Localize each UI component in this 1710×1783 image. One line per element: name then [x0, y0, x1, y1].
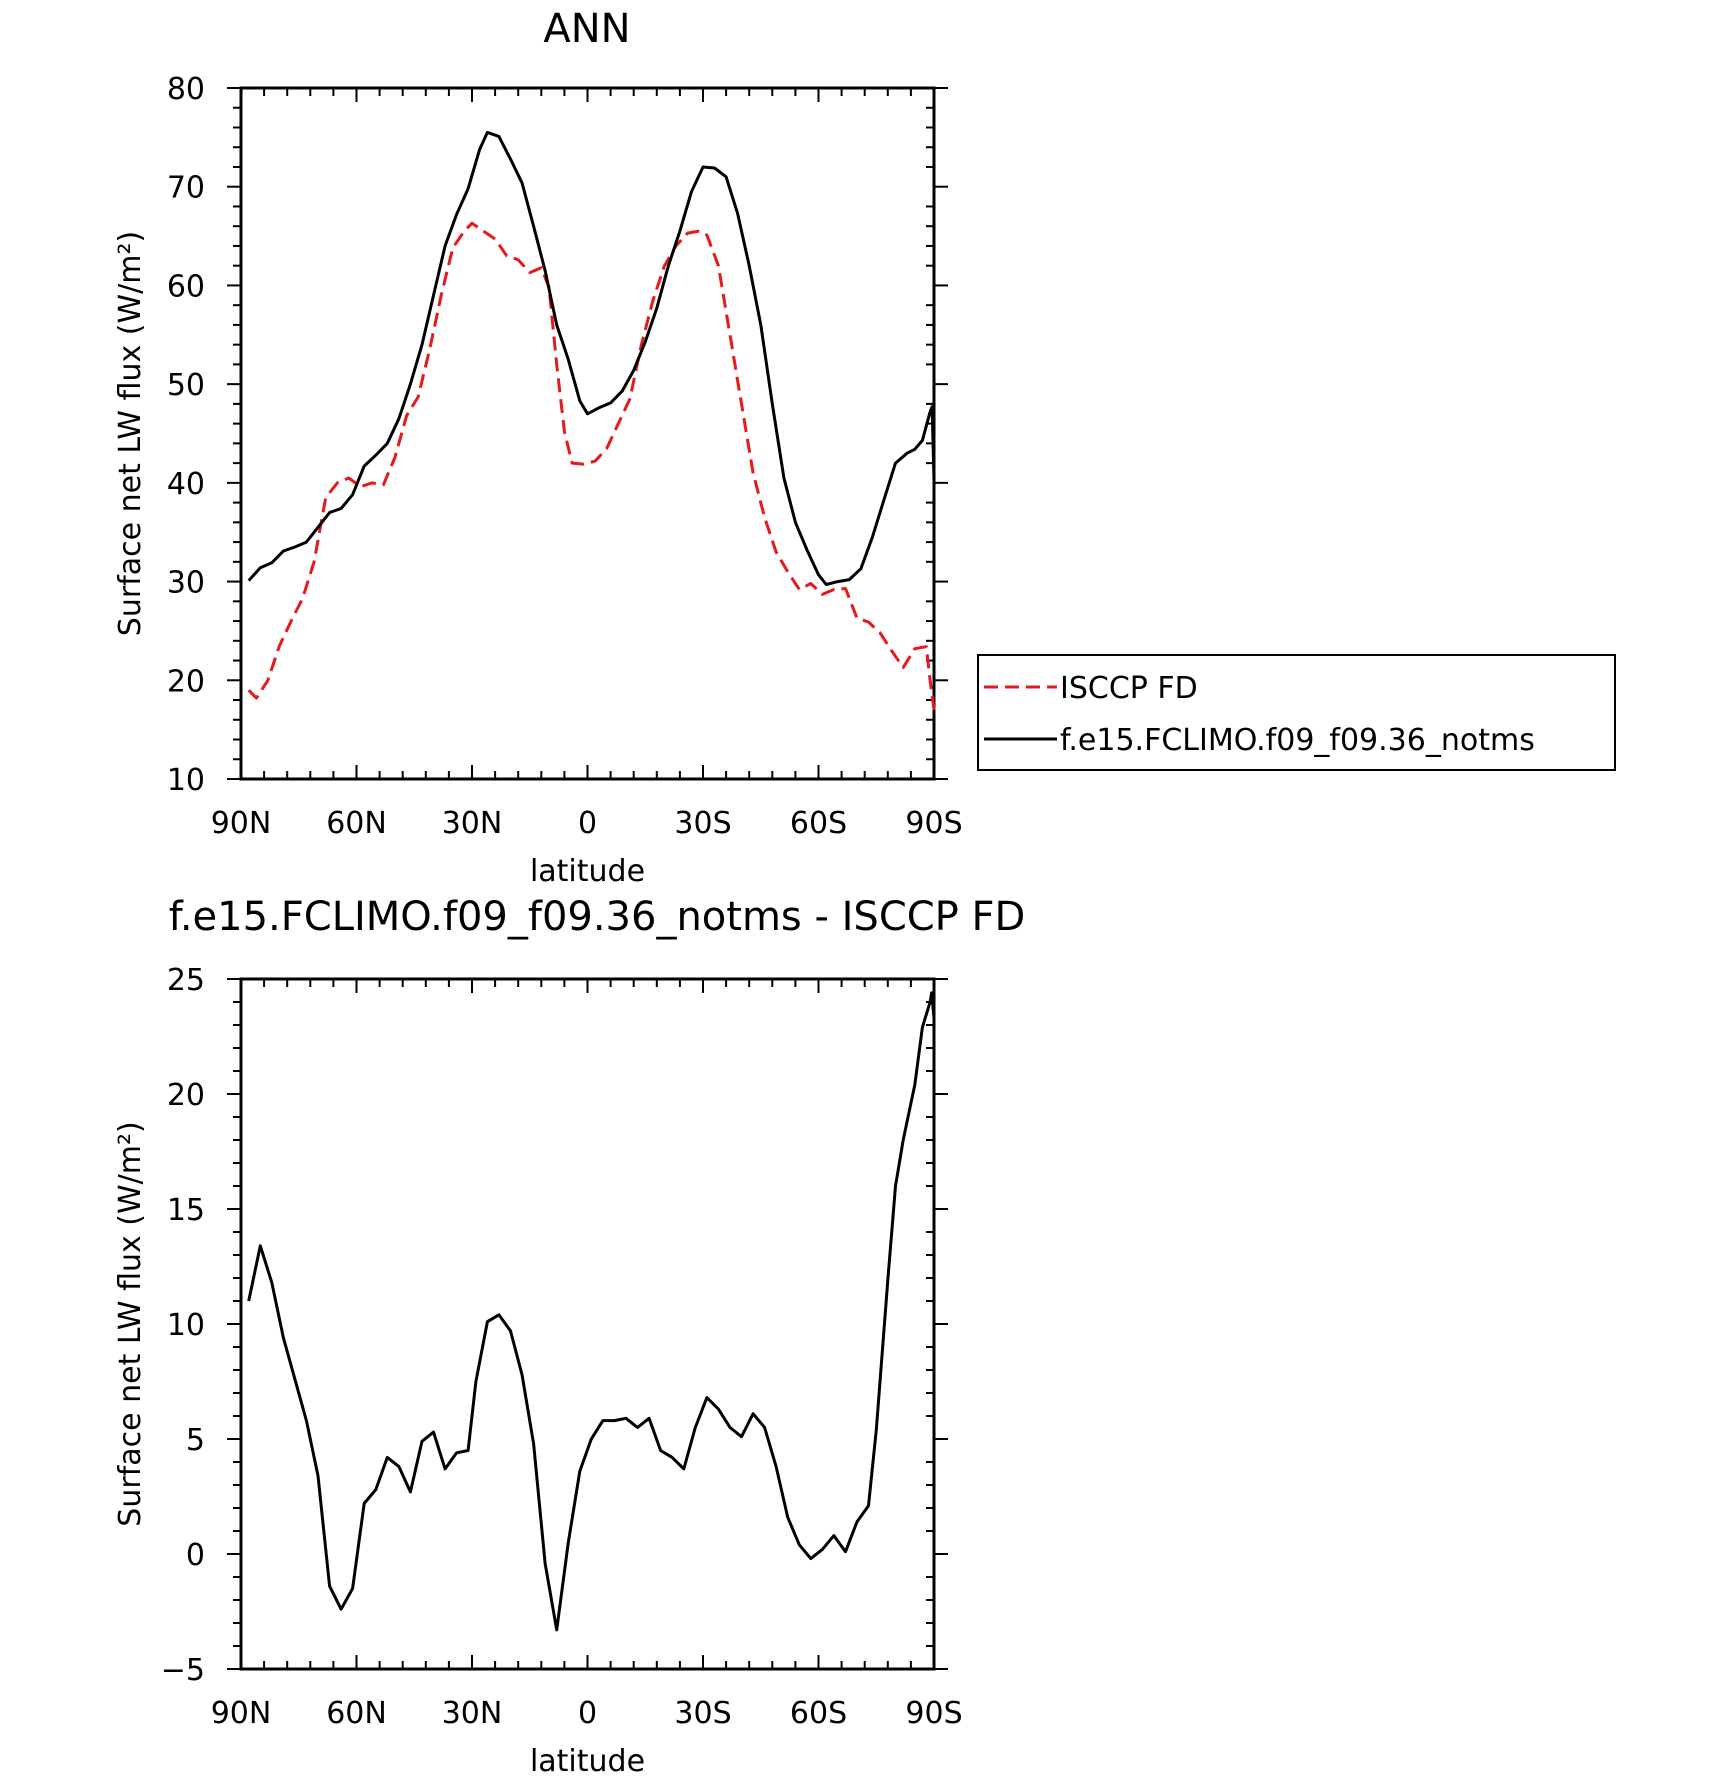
x-tick-label: 60N — [326, 806, 387, 841]
x-tick-label: 0 — [578, 806, 597, 841]
y-tick-label: 80 — [167, 72, 205, 107]
x-tick-label: 90S — [905, 806, 962, 841]
x-tick-label: 60S — [790, 806, 847, 841]
x-tick-label: 60N — [326, 1696, 387, 1731]
y-tick-label: 5 — [186, 1423, 205, 1458]
series-line-1 — [247, 221, 936, 711]
y-tick-label: 15 — [167, 1193, 205, 1228]
x-tick-label: 90N — [211, 1696, 272, 1731]
y-tick-label: 40 — [167, 467, 205, 502]
x-axis-label: latitude — [530, 854, 645, 889]
y-tick-label: 20 — [167, 664, 205, 699]
x-tick-label: 30N — [442, 806, 503, 841]
legend-label-2: f.e15.FCLIMO.f09_f09.36_notms — [1060, 723, 1535, 758]
y-axis-label: Surface net LW flux (W/m²) — [113, 231, 148, 636]
legend-box — [977, 654, 1616, 771]
legend: ISCCP FD f.e15.FCLIMO.f09_f09.36_notms — [977, 654, 1616, 771]
x-tick-label: 30N — [442, 1696, 503, 1731]
y-axis-label: Surface net LW flux (W/m²) — [113, 1121, 148, 1526]
x-tick-label: 0 — [578, 1696, 597, 1731]
y-tick-label: 70 — [167, 171, 205, 206]
chart-panel-1: ANN 90N 60N 30N 0 30S 60S 90S 10 20 30 40 50 60 70 80 la… — [113, 6, 1616, 889]
legend-label-1: ISCCP FD — [1060, 671, 1198, 706]
x-tick-label: 30S — [674, 1696, 731, 1731]
y-tick-label: 20 — [167, 1078, 205, 1113]
x-axis-label: latitude — [530, 1744, 645, 1779]
y-tick-label: 10 — [167, 1308, 205, 1343]
y-tick-label: 60 — [167, 269, 205, 304]
chart-title: f.e15.FCLIMO.f09_f09.36_notms - ISCCP FD — [169, 894, 1026, 940]
series-line-1 — [247, 991, 936, 1632]
y-tick-label: 25 — [167, 963, 205, 998]
x-tick-label: 90N — [211, 806, 272, 841]
y-tick-label: 0 — [186, 1538, 205, 1573]
chart-panel-2: f.e15.FCLIMO.f09_f09.36_notms - ISCCP FD… — [113, 894, 1025, 1779]
x-tick-label: 30S — [674, 806, 731, 841]
y-tick-label: −5 — [161, 1653, 205, 1688]
series-line-2 — [247, 130, 936, 586]
y-tick-label: 30 — [167, 566, 205, 601]
x-tick-label: 60S — [790, 1696, 847, 1731]
x-tick-label: 90S — [905, 1696, 962, 1731]
y-tick-label: 10 — [167, 763, 205, 798]
y-tick-label: 50 — [167, 368, 205, 403]
chart-title: ANN — [543, 6, 630, 52]
